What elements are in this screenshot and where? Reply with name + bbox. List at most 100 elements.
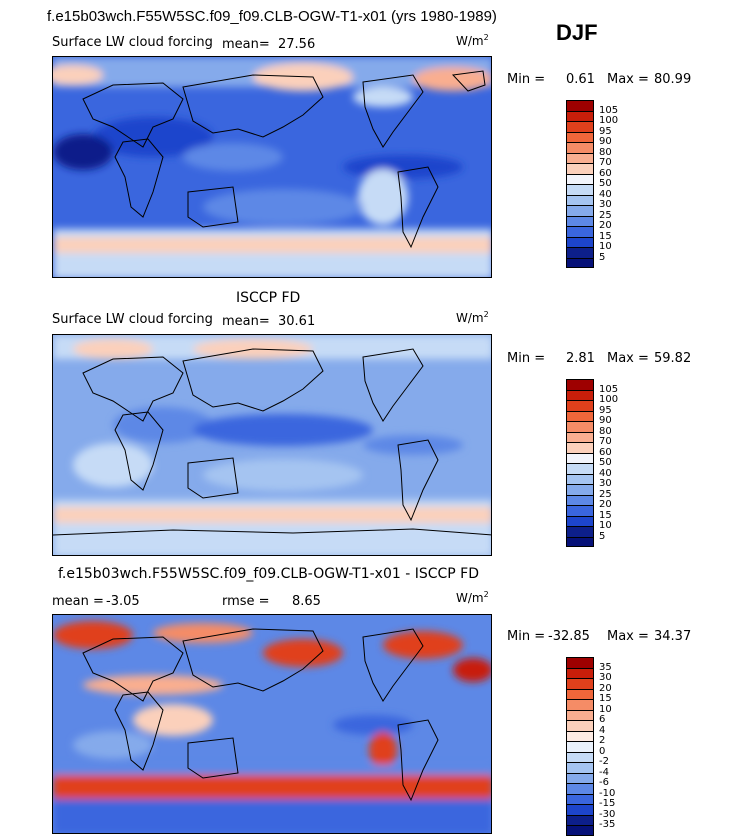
- panel1-min-label: Min =: [507, 72, 546, 87]
- colorbar-swatch: [566, 515, 594, 526]
- panel3-map: [52, 614, 492, 834]
- colorbar-swatch: [566, 452, 594, 463]
- colorbar-level-label: -30: [599, 808, 616, 820]
- panel3-min-label: Min =: [507, 629, 546, 644]
- colorbar-level-label: 50: [599, 457, 612, 468]
- colorbar-level-label: -6: [599, 777, 609, 788]
- colorbar-level-label: 2: [599, 735, 606, 746]
- colorbar-swatch: [566, 772, 594, 783]
- colorbar-swatch: [566, 194, 594, 205]
- colorbar-level-label: 5: [599, 530, 606, 542]
- colorbar-swatch: [566, 494, 594, 505]
- colorbar-level-label: 20: [599, 682, 612, 694]
- colorbar-level-label: 5: [599, 251, 606, 263]
- panel1-min-value: 0.61: [566, 72, 595, 87]
- colorbar-swatch: [566, 421, 594, 432]
- colorbar-swatch: [566, 505, 594, 516]
- colorbar-level-label: 35: [599, 661, 612, 673]
- colorbar-swatch: [566, 142, 594, 153]
- colorbar-level-label: 95: [599, 125, 612, 137]
- colorbar-swatch: [566, 463, 594, 474]
- colorbar-level-label: -2: [599, 756, 609, 767]
- colorbar-level-label: 20: [599, 220, 612, 231]
- colorbar-level-label: 25: [599, 209, 612, 221]
- panel2-max-label: Max =: [607, 351, 649, 366]
- panel3-min-value: -32.85: [548, 629, 590, 644]
- colorbar-level-label: 100: [599, 394, 619, 405]
- colorbar-swatch: [566, 762, 594, 773]
- colorbar-swatch: [566, 741, 594, 752]
- colorbar-level-label: 100: [599, 115, 619, 126]
- colorbar-swatch: [566, 825, 594, 836]
- colorbar-swatch: [566, 236, 594, 247]
- panel3-subtitle: f.e15b03wch.F55W5SC.f09_f09.CLB-OGW-T1-x…: [58, 566, 480, 582]
- colorbar-swatch: [566, 257, 594, 268]
- colorbar-swatch: [566, 783, 594, 794]
- colorbar-level-label: 90: [599, 136, 612, 147]
- colorbar-level-label: -35: [599, 819, 616, 830]
- panel1-units: W/m2: [456, 33, 489, 48]
- colorbar-swatch: [566, 678, 594, 689]
- panel2-min-label: Min =: [507, 351, 546, 366]
- colorbar-level-label: 10: [599, 520, 612, 531]
- colorbar-swatch: [566, 226, 594, 237]
- colorbar-level-label: 10: [599, 241, 612, 252]
- colorbar-swatch: [566, 389, 594, 400]
- colorbar-level-label: 90: [599, 415, 612, 426]
- colorbar-swatch: [566, 400, 594, 411]
- colorbar-level-label: 0: [599, 745, 606, 757]
- colorbar-level-label: 30: [599, 672, 612, 683]
- panel2-units: W/m2: [456, 310, 489, 325]
- panel2-map: [52, 334, 492, 556]
- panel2-variable: Surface LW cloud forcing: [52, 312, 213, 327]
- colorbar-swatch: [566, 410, 594, 421]
- colorbar-swatch: [566, 730, 594, 741]
- panel1-max-label: Max =: [607, 72, 649, 87]
- panel1-mean-label: mean=: [222, 37, 270, 52]
- colorbar-swatch: [566, 121, 594, 132]
- colorbar-swatch: [566, 379, 594, 390]
- colorbar-swatch: [566, 804, 594, 815]
- colorbar-swatch: [566, 473, 594, 484]
- panel2-mean-value: 30.61: [278, 314, 316, 329]
- panel1-max-value: 80.99: [654, 72, 692, 87]
- panel2-min-value: 2.81: [566, 351, 595, 366]
- colorbar-level-label: 95: [599, 404, 612, 416]
- colorbar-swatch: [566, 536, 594, 547]
- colorbar-swatch: [566, 431, 594, 442]
- colorbar-level-label: 15: [599, 693, 612, 704]
- colorbar-level-label: 40: [599, 467, 612, 479]
- panel1-mean-value: 27.56: [278, 37, 316, 52]
- colorbar-level-label: -4: [599, 766, 609, 778]
- colorbar-level-label: 30: [599, 478, 612, 489]
- colorbar-swatch: [566, 720, 594, 731]
- colorbar-level-label: 10: [599, 703, 612, 715]
- colorbar-level-label: -15: [599, 798, 616, 809]
- panel3-mean-label: mean =: [52, 594, 104, 609]
- colorbar-swatch: [566, 215, 594, 226]
- colorbar-swatch: [566, 814, 594, 825]
- colorbar-swatch: [566, 688, 594, 699]
- panel2-mean-label: mean=: [222, 314, 270, 329]
- panel3-mean-value: -3.05: [106, 594, 140, 609]
- colorbar-level-label: 25: [599, 488, 612, 500]
- colorbar-level-label: 80: [599, 425, 612, 437]
- colorbar-level-label: 20: [599, 499, 612, 510]
- colorbar-swatch: [566, 100, 594, 111]
- season-label: DJF: [556, 20, 598, 45]
- colorbar-level-label: 6: [599, 714, 606, 725]
- panel3-max-value: 34.37: [654, 629, 692, 644]
- colorbar-level-label: 70: [599, 157, 612, 168]
- colorbar-swatch: [566, 184, 594, 195]
- colorbar-level-label: 105: [599, 104, 619, 116]
- colorbar-swatch: [566, 110, 594, 121]
- colorbar-level-label: 15: [599, 230, 612, 242]
- colorbar-level-label: 80: [599, 146, 612, 158]
- colorbar-swatch: [566, 484, 594, 495]
- panel3-units: W/m2: [456, 590, 489, 605]
- colorbar-swatch: [566, 442, 594, 453]
- colorbar-swatch: [566, 131, 594, 142]
- colorbar-swatch: [566, 173, 594, 184]
- colorbar-swatch: [566, 247, 594, 258]
- colorbar-level-label: 50: [599, 178, 612, 189]
